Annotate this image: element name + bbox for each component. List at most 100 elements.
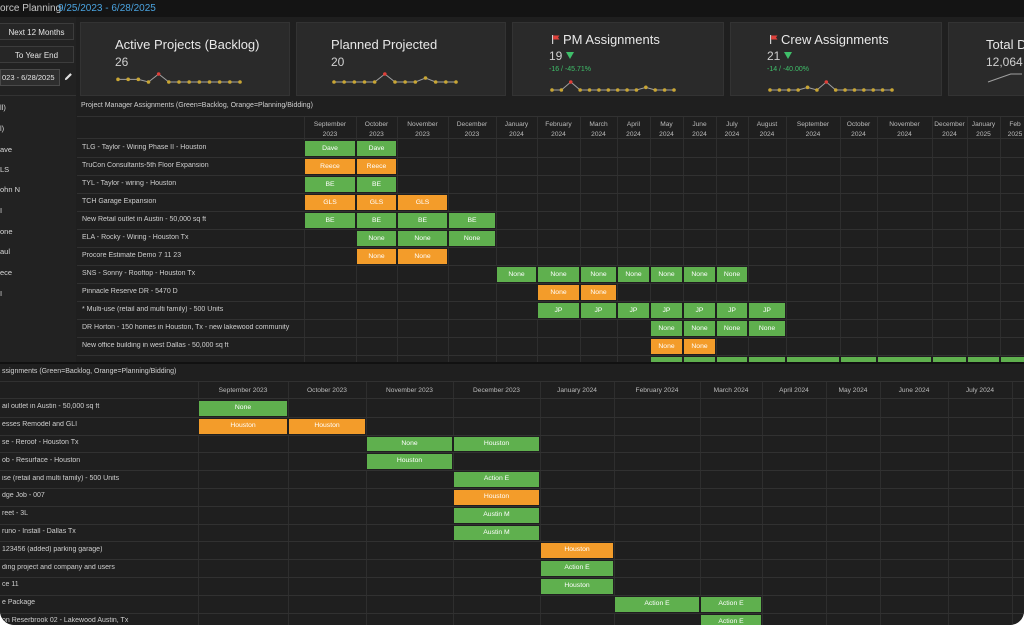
assignment-cell[interactable]: None <box>650 320 683 337</box>
assignment-cell[interactable] <box>840 356 877 362</box>
assignment-cell[interactable]: None <box>356 230 397 247</box>
filter-item[interactable]: one <box>0 227 13 236</box>
assignment-cell[interactable]: Houston <box>540 542 614 560</box>
assignment-cell[interactable]: BE <box>356 212 397 229</box>
assignment-cell[interactable]: None <box>496 266 537 283</box>
assignment-cell[interactable]: JP <box>580 302 617 319</box>
assignment-cell[interactable]: GLS <box>397 194 448 211</box>
filter-item[interactable]: ohn N <box>0 185 21 194</box>
header-date-range[interactable]: 9/25/2023 - 6/28/2025 <box>58 3 156 14</box>
assignment-cell[interactable]: BE <box>448 212 496 229</box>
row-label[interactable]: on Reserbrook 02 - Lakewood Austin, Tx <box>2 617 129 624</box>
row-label[interactable]: TCH Garage Expansion <box>82 197 157 205</box>
assignment-cell[interactable] <box>932 356 967 362</box>
assignment-cell[interactable]: Houston <box>453 489 540 506</box>
row-label[interactable]: New Retail outlet in Austin - 50,000 sq … <box>82 215 207 223</box>
kpi-card[interactable]: PM Assignments 19 -16 / -45.71% <box>512 22 724 96</box>
row-label[interactable]: ELA - Rocky - Wiring - Houston Tx <box>82 233 189 241</box>
assignment-cell[interactable]: JP <box>716 302 748 319</box>
assignment-cell[interactable]: Dave <box>304 140 356 157</box>
assignment-cell[interactable]: Houston <box>198 417 288 435</box>
edit-pencil-icon[interactable] <box>64 70 74 84</box>
assignment-cell[interactable]: GLS <box>304 194 356 211</box>
assignment-cell[interactable]: JP <box>537 302 580 319</box>
assignment-cell[interactable]: None <box>748 320 786 337</box>
row-label[interactable]: ail outlet in Austin - 50,000 sq ft <box>2 403 100 411</box>
filter-item[interactable]: aul <box>0 247 11 256</box>
assignment-cell[interactable]: Action E <box>614 595 700 613</box>
assignment-cell[interactable]: None <box>683 266 716 283</box>
assignment-cell[interactable]: JP <box>650 302 683 319</box>
assignment-cell[interactable]: None <box>716 320 748 337</box>
assignment-cell[interactable] <box>748 356 786 362</box>
row-label[interactable]: * Multi-use (retail and multi family) - … <box>82 305 224 313</box>
assignment-cell[interactable]: None <box>397 248 448 265</box>
assignment-cell[interactable]: BE <box>304 176 356 193</box>
assignment-cell[interactable]: None <box>617 266 650 283</box>
row-label[interactable]: ding project and company and users <box>2 563 115 571</box>
assignment-cell[interactable]: None <box>537 284 580 301</box>
assignment-cell[interactable]: None <box>683 320 716 337</box>
row-label[interactable]: DR Horton - 150 homes in Houston, Tx - n… <box>82 323 290 331</box>
assignment-cell[interactable]: None <box>650 338 683 355</box>
assignment-cell[interactable]: BE <box>304 212 356 229</box>
assignment-cell[interactable] <box>716 356 748 362</box>
assignment-cell[interactable]: None <box>537 266 580 283</box>
assignment-cell[interactable]: None <box>716 266 748 283</box>
assignment-cell[interactable]: JP <box>683 302 716 319</box>
row-label[interactable]: runo - Install - Dallas Tx <box>2 528 76 535</box>
assignment-cell[interactable]: JP <box>748 302 786 319</box>
assignment-cell[interactable]: BE <box>397 212 448 229</box>
assignment-cell[interactable]: Houston <box>453 435 540 453</box>
assignment-cell[interactable] <box>683 356 716 362</box>
assignment-cell[interactable]: BE <box>356 176 397 193</box>
assignment-cell[interactable]: Houston <box>540 578 614 595</box>
assignment-cell[interactable]: None <box>683 338 716 355</box>
kpi-card[interactable]: Crew Assignments 21 -14 / -40.00% <box>730 22 942 96</box>
row-label[interactable]: Pinnacle Reserve DR - 5470 D <box>82 287 178 295</box>
assignment-cell[interactable]: None <box>650 266 683 283</box>
assignment-cell[interactable]: Dave <box>356 140 397 157</box>
assignment-cell[interactable]: Austin M <box>453 506 540 524</box>
assignment-cell[interactable]: None <box>397 230 448 247</box>
assignment-cell[interactable]: None <box>366 435 453 453</box>
row-label[interactable]: SNS - Sonny - Rooftop - Houston Tx <box>82 269 196 277</box>
assignment-cell[interactable]: GLS <box>356 194 397 211</box>
assignment-cell[interactable] <box>650 356 683 362</box>
row-label[interactable]: TLG - Taylor - Wiring Phase II - Houston <box>82 143 207 151</box>
to-year-end-button[interactable]: To Year End <box>0 46 74 63</box>
row-label[interactable]: ob - Resurface - Houston <box>2 456 81 464</box>
filter-item[interactable]: ece <box>0 268 13 277</box>
assignment-cell[interactable] <box>967 356 1000 362</box>
assignment-cell[interactable]: Reece <box>356 158 397 175</box>
filter-item[interactable]: LS <box>0 165 10 174</box>
filter-item[interactable]: l) <box>0 124 5 133</box>
assignment-cell[interactable]: None <box>580 284 617 301</box>
row-label[interactable]: Procore Estimate Demo 7 11 23 <box>82 251 182 259</box>
kpi-card[interactable]: Total D 12,064 <box>948 22 1024 96</box>
assignment-cell[interactable]: None <box>580 266 617 283</box>
row-label[interactable]: esses Remodel and GLI <box>2 421 78 429</box>
row-label[interactable]: e Package <box>2 599 36 607</box>
assignment-cell[interactable]: Austin M <box>453 524 540 542</box>
row-label[interactable]: TYL - Taylor - wiring - Houston <box>82 179 177 187</box>
assignment-cell[interactable] <box>1000 356 1024 362</box>
assignment-cell[interactable]: Action E <box>700 595 762 613</box>
filter-item[interactable]: ll) <box>0 103 6 112</box>
row-label[interactable]: TruCon Consultants-5th Floor Expansion <box>82 161 209 169</box>
row-label[interactable]: se - Reroof - Houston Tx <box>2 439 79 446</box>
row-label[interactable]: New office building in west Dallas - 50,… <box>82 341 229 349</box>
row-label[interactable]: 123456 (added) parking garage) <box>2 545 103 553</box>
kpi-card[interactable]: Active Projects (Backlog) 26 <box>80 22 290 96</box>
assignment-cell[interactable]: Action E <box>540 560 614 577</box>
date-range-input[interactable]: 023 - 6/28/2025 <box>0 69 60 86</box>
assignment-cell[interactable] <box>786 356 840 362</box>
assignment-cell[interactable]: None <box>356 248 397 265</box>
row-label[interactable]: ce 11 <box>2 581 19 589</box>
filter-item[interactable]: I <box>0 206 3 215</box>
assignment-cell[interactable]: None <box>448 230 496 247</box>
assignment-cell[interactable]: Action E <box>700 613 762 625</box>
row-label[interactable]: dge Job - 007 <box>2 492 45 500</box>
assignment-cell[interactable]: Houston <box>288 417 366 435</box>
row-label[interactable]: ise (retail and multi family) - 500 Unit… <box>2 474 120 482</box>
